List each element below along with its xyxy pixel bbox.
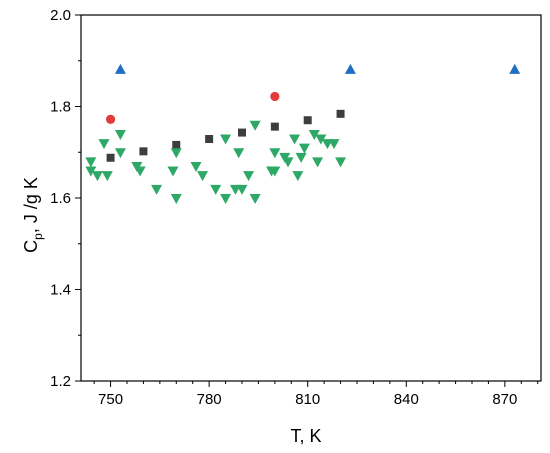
triangle-down-point [308, 129, 320, 140]
y-axis-title: Cp, J /g K [21, 177, 45, 253]
y-tick-label: 1.6 [50, 190, 71, 207]
triangle-down-point [295, 152, 307, 163]
triangle-down-point [220, 134, 232, 145]
triangle-down-point [167, 166, 179, 177]
square-point [139, 147, 148, 156]
triangle-down-point [210, 184, 222, 195]
circle-point [270, 91, 280, 102]
triangle-down-point [298, 143, 310, 154]
triangle-down-point [91, 171, 103, 182]
square-point [336, 109, 345, 118]
triangle-down-point [269, 166, 281, 177]
triangle-down-point [98, 139, 110, 150]
x-tick-label: 780 [197, 391, 222, 408]
triangle-down-point [114, 129, 126, 140]
square-point [205, 134, 214, 143]
triangle-down-point [282, 157, 294, 168]
triangle-down-point [170, 194, 182, 204]
triangle-down-point [151, 184, 163, 195]
triangle-down-point [170, 148, 182, 159]
triangle-up-point [114, 63, 126, 74]
triangle-down-point [197, 171, 209, 182]
square-point [172, 140, 181, 149]
y-axis-title-rest: , J /g K [21, 177, 41, 233]
y-tick-label: 2.0 [50, 7, 71, 24]
triangle-down-point [312, 157, 324, 168]
data-points [85, 63, 521, 204]
y-axis-title-main: C [21, 240, 41, 253]
triangle-down-point [292, 171, 304, 182]
x-tick-label: 750 [98, 391, 123, 408]
triangle-up-point [344, 63, 356, 74]
x-tick-label: 840 [394, 391, 419, 408]
x-tick-label: 870 [492, 391, 517, 408]
y-axis-title-sub: p [31, 233, 45, 240]
square-point [106, 153, 115, 162]
triangle-down-point [249, 194, 261, 204]
y-tick-label: 1.2 [50, 373, 71, 390]
triangle-down-point [101, 171, 113, 182]
square-point [303, 116, 312, 125]
axes [80, 14, 542, 382]
triangle-down-point [315, 134, 327, 145]
triangle-down-point [85, 166, 97, 177]
triangle-down-point [85, 157, 97, 168]
triangle-down-point [233, 148, 245, 159]
y-tick-label: 1.8 [50, 99, 71, 116]
triangle-up-point [509, 63, 521, 74]
x-tick-label: 810 [295, 391, 320, 408]
y-axis-ticks: 1.2 1.4 1.6 1.8 2.0 [50, 7, 81, 390]
triangle-down-point [134, 166, 146, 177]
triangle-down-point [243, 171, 255, 182]
triangle-down-point [220, 194, 232, 204]
triangle-down-point [335, 157, 347, 168]
triangle-down-point [289, 134, 301, 145]
circle-point [105, 114, 116, 124]
square-point [238, 128, 246, 137]
triangle-down-point [190, 161, 202, 172]
x-axis-ticks: 750 780 810 840 870 [93, 381, 539, 408]
triangle-down-point [328, 139, 340, 150]
plot-frame [80, 14, 542, 382]
triangle-down-point [269, 148, 281, 159]
y-tick-label: 1.4 [50, 282, 71, 299]
triangle-down-point [114, 148, 126, 159]
triangle-down-point [249, 120, 261, 131]
x-axis-title: T, K [290, 426, 321, 446]
square-point [270, 122, 279, 131]
triangle-down-point [236, 184, 248, 195]
